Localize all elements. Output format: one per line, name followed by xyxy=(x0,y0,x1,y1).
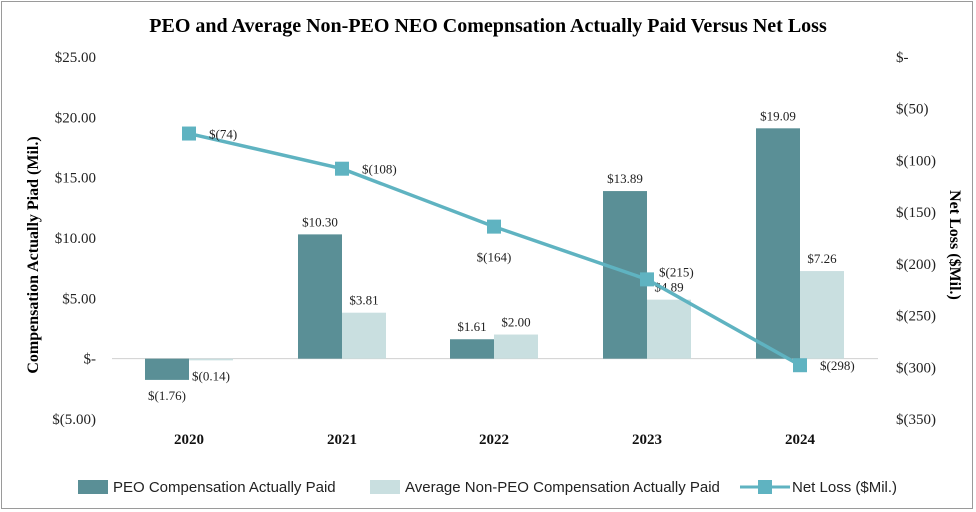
left-axis-label: Compensation Actually Piad (Mil.) xyxy=(25,136,42,373)
net-loss-label-2022: $(164) xyxy=(477,250,512,265)
x-axis-ticks: 2020 2021 2022 2023 2024 xyxy=(174,432,816,448)
left-tick-label: $5.00 xyxy=(62,291,96,307)
legend-label-peo: PEO Compensation Actually Paid xyxy=(113,479,336,496)
bar-label-non-peo-2020: $(0.14) xyxy=(192,368,230,383)
left-tick-label: $25.00 xyxy=(55,50,96,66)
bar-labels-group: $(1.76) $(0.14) $10.30 $3.81 $1.61 $2.00 $13.8… xyxy=(148,108,837,403)
net-loss-label-2024: $(298) xyxy=(820,358,855,373)
bar-non-peo-2023 xyxy=(647,299,691,359)
right-tick-label: $(250) xyxy=(896,309,936,325)
x-tick-2023: 2023 xyxy=(632,432,662,448)
bar-label-non-peo-2023: $4.89 xyxy=(654,280,683,295)
bar-non-peo-2022 xyxy=(494,334,538,359)
left-tick-label: $15.00 xyxy=(55,171,96,187)
bar-non-peo-2021 xyxy=(342,312,386,359)
legend-label-net-loss: Net Loss ($Mil.) xyxy=(792,479,897,496)
net-loss-marker-2024 xyxy=(793,358,807,373)
net-loss-line-group xyxy=(182,126,807,373)
x-tick-2024: 2024 xyxy=(785,432,816,448)
bar-peo-2024 xyxy=(756,128,800,359)
net-loss-label-2020: $(74) xyxy=(209,127,237,142)
bar-label-peo-2022: $1.61 xyxy=(457,319,486,334)
bar-peo-2023 xyxy=(603,191,647,359)
net-loss-marker-2020 xyxy=(182,126,196,141)
legend-swatch-non-peo xyxy=(370,480,400,494)
net-loss-label-2021: $(108) xyxy=(362,162,397,177)
right-tick-label: $(50) xyxy=(896,102,929,118)
bar-peo-2021 xyxy=(298,234,342,359)
bar-label-non-peo-2022: $2.00 xyxy=(501,315,530,330)
left-tick-label: $20.00 xyxy=(55,110,96,126)
bar-label-peo-2024: $19.09 xyxy=(760,108,796,123)
right-tick-label: $(300) xyxy=(896,360,936,376)
right-tick-label: $(100) xyxy=(896,153,936,169)
bar-non-peo-2024 xyxy=(800,271,844,359)
right-axis-ticks: $- $(50) $(100) $(150) $(200) $(250) $(300) $(3… xyxy=(896,50,936,428)
legend-marker-net-loss xyxy=(758,480,772,494)
bar-label-non-peo-2024: $7.26 xyxy=(807,251,837,266)
right-tick-label: $(150) xyxy=(896,205,936,221)
bar-label-non-peo-2021: $3.81 xyxy=(349,293,378,308)
net-loss-marker-2022 xyxy=(487,219,501,234)
x-tick-2021: 2021 xyxy=(327,432,357,448)
net-loss-marker-2021 xyxy=(335,161,349,176)
left-tick-label: $(5.00) xyxy=(52,412,96,428)
x-tick-2022: 2022 xyxy=(479,432,509,448)
legend: PEO Compensation Actually Paid Average N… xyxy=(78,479,897,496)
left-axis-ticks: $25.00 $20.00 $15.00 $10.00 $5.00 $- $(5.00) xyxy=(52,50,96,428)
net-loss-marker-2023 xyxy=(640,272,654,287)
bar-label-peo-2021: $10.30 xyxy=(302,214,338,229)
chart-title: PEO and Average Non-PEO NEO Comepnsation… xyxy=(149,15,827,37)
legend-label-non-peo: Average Non-PEO Compensation Actually Pa… xyxy=(405,479,720,496)
left-tick-label: $10.00 xyxy=(55,231,96,247)
net-loss-label-2023: $(215) xyxy=(659,264,694,279)
left-tick-label: $- xyxy=(84,352,97,368)
bar-peo-2022 xyxy=(450,339,494,359)
legend-swatch-peo xyxy=(78,480,108,494)
right-tick-label: $- xyxy=(896,50,909,66)
net-loss-labels-group: $(74) $(108) $(164) $(215) $(298) xyxy=(209,127,855,374)
x-tick-2020: 2020 xyxy=(174,432,204,448)
bar-non-peo-2020 xyxy=(189,358,233,361)
right-axis-label: Net Loss ($Mil.) xyxy=(946,190,963,300)
bar-label-peo-2020: $(1.76) xyxy=(148,388,186,403)
bars-group xyxy=(145,128,844,380)
right-tick-label: $(350) xyxy=(896,412,936,428)
bar-peo-2020 xyxy=(145,358,189,380)
bar-label-peo-2023: $13.89 xyxy=(607,171,643,186)
right-tick-label: $(200) xyxy=(896,257,936,273)
